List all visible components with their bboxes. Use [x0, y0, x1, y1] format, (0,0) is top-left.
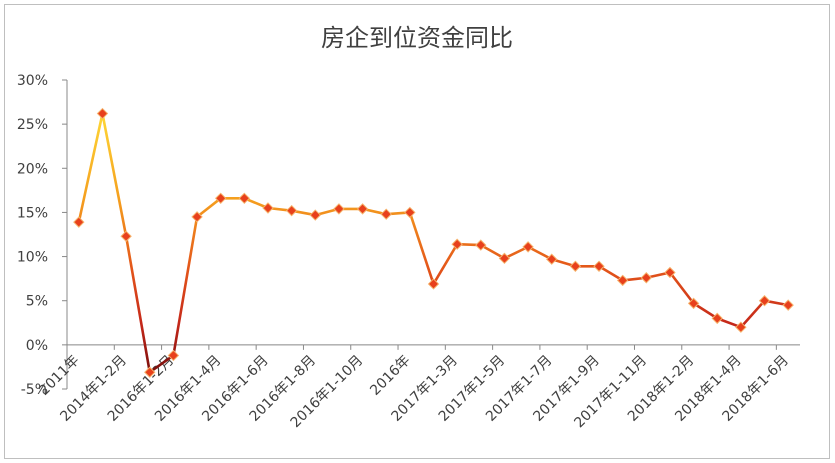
series-line-segment	[77, 112, 104, 224]
series-line-segment	[195, 197, 222, 219]
data-point	[475, 239, 487, 251]
series-line-segment	[668, 271, 695, 305]
data-point	[546, 253, 558, 265]
data-point	[333, 203, 345, 215]
series-line-segment	[124, 234, 152, 374]
series-line-segment	[597, 264, 624, 282]
data-point	[262, 202, 274, 214]
data-point	[309, 209, 321, 221]
series-line-segment	[408, 211, 435, 286]
data-point	[120, 230, 132, 242]
marker-layer	[73, 107, 794, 378]
data-point	[758, 295, 771, 307]
data-point	[167, 349, 180, 362]
data-point	[356, 203, 369, 215]
y-tick-label: 20%	[17, 161, 48, 177]
series-line-segment	[526, 245, 554, 261]
y-tick-label: 0%	[26, 338, 48, 354]
data-point	[664, 266, 676, 279]
x-axis: 2011年2014年1-2月2016年1-2月2016年1-4月2016年1-6…	[36, 344, 800, 431]
series-line-segment	[432, 242, 459, 286]
y-tick-label: 25%	[17, 117, 48, 133]
data-point	[593, 260, 605, 272]
y-tick-label: 30%	[17, 73, 48, 89]
y-axis: -5% 0% 5% 10% 15% 20% 25% 30%	[17, 73, 68, 398]
y-tick-label: 15%	[17, 205, 48, 221]
data-point	[735, 321, 747, 333]
data-point	[498, 252, 511, 265]
data-point	[73, 216, 85, 228]
data-point	[144, 366, 156, 378]
data-point	[711, 312, 723, 325]
y-tick-label: -5%	[21, 382, 48, 398]
data-point	[191, 211, 203, 223]
series-line-segment	[101, 112, 128, 238]
data-point	[96, 107, 109, 120]
data-point	[427, 278, 440, 290]
x-tick-label: 2016年	[367, 352, 413, 398]
data-point	[522, 241, 534, 253]
data-point	[569, 260, 582, 272]
data-point	[238, 192, 251, 205]
series-line-segment	[739, 299, 766, 329]
series-layer	[77, 112, 790, 374]
data-point	[404, 206, 416, 219]
series-line-segment	[148, 354, 175, 374]
y-tick-label: 10%	[17, 250, 48, 266]
series-line-segment	[479, 243, 506, 260]
y-tick-label: 5%	[26, 294, 48, 310]
series-line-segment	[692, 302, 719, 320]
series-line-segment	[172, 215, 199, 357]
data-point	[640, 272, 653, 284]
data-point	[782, 299, 794, 311]
data-point	[285, 204, 298, 217]
data-point	[380, 208, 392, 220]
series-line-segment	[503, 245, 530, 260]
chart-title: 房企到位资金同比	[321, 24, 513, 52]
data-point	[616, 274, 629, 287]
x-tick-label: 2011年	[36, 352, 82, 398]
data-point	[687, 297, 700, 310]
data-point	[451, 238, 463, 250]
data-point	[214, 192, 227, 205]
